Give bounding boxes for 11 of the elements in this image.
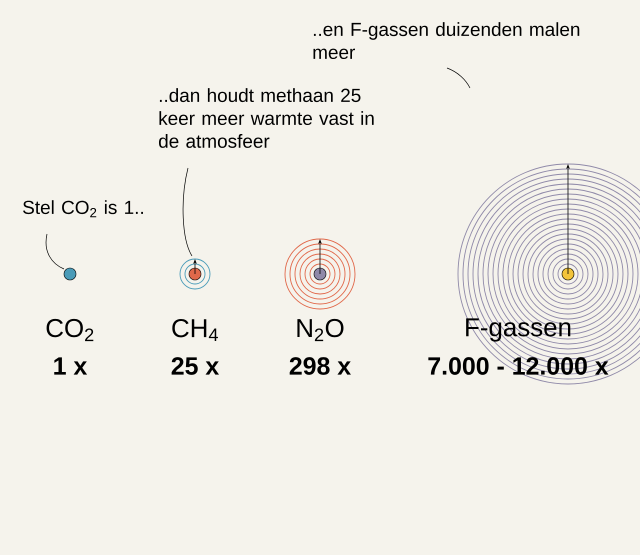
text: ..dan houdt methaan 25 keer meer warmte vast in de atmosfeer xyxy=(158,88,374,148)
category-label: CO$_{2}$ xyxy=(46,318,94,342)
category-label: N$_{2}$O xyxy=(297,318,344,342)
text: ..en F-gassen duizenden malen meer xyxy=(313,22,580,60)
data-label: 25 x xyxy=(172,357,220,375)
data-label: 298 x xyxy=(290,357,351,375)
category-label: CH$_{4}$ xyxy=(172,318,218,342)
data-label: 1 x xyxy=(54,357,88,375)
data-label: 7.000 - 12.000 x xyxy=(428,357,608,375)
category-label: F-gassen xyxy=(466,318,570,342)
text: Stel CO$_{2}$ is 1.. xyxy=(23,200,143,218)
